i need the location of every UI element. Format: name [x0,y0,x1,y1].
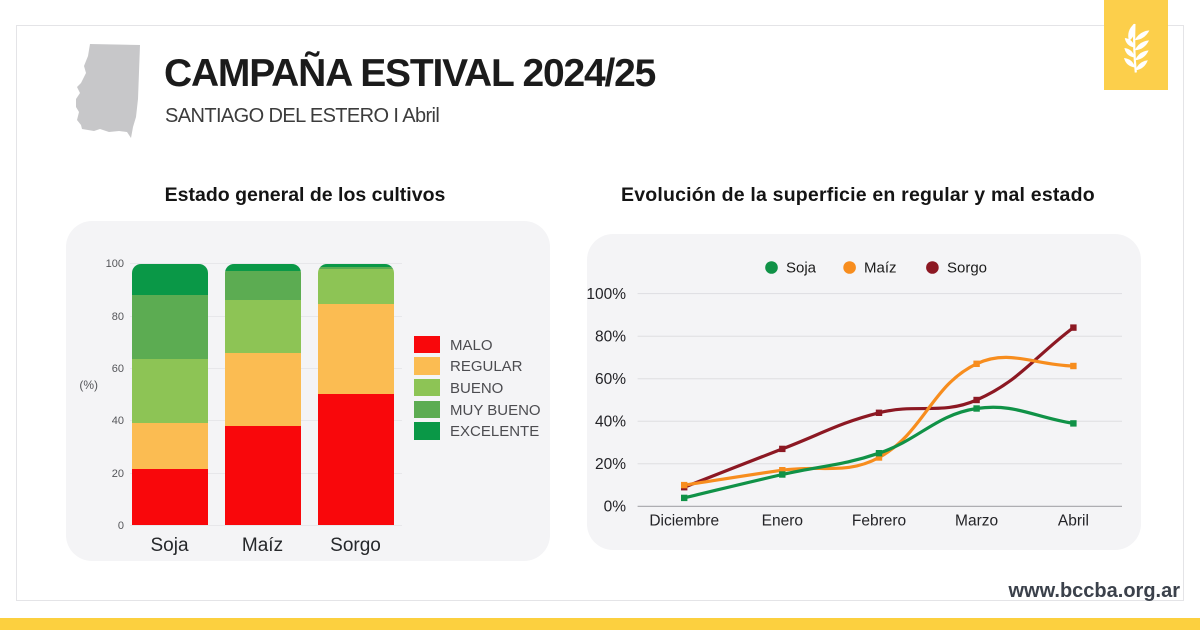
svg-text:Diciembre: Diciembre [649,513,719,530]
svg-text:Maíz: Maíz [864,260,897,277]
svg-text:40%: 40% [595,414,626,431]
svg-text:80%: 80% [595,328,626,345]
svg-text:0%: 0% [604,499,627,516]
svg-text:Soja: Soja [786,260,817,277]
svg-text:60%: 60% [595,371,626,388]
svg-text:100%: 100% [586,286,626,303]
svg-text:Enero: Enero [762,513,803,530]
svg-text:Marzo: Marzo [955,513,998,530]
svg-text:Febrero: Febrero [852,513,906,530]
svg-text:Abril: Abril [1058,513,1089,530]
svg-text:20%: 20% [595,456,626,473]
svg-text:Sorgo: Sorgo [947,260,987,277]
